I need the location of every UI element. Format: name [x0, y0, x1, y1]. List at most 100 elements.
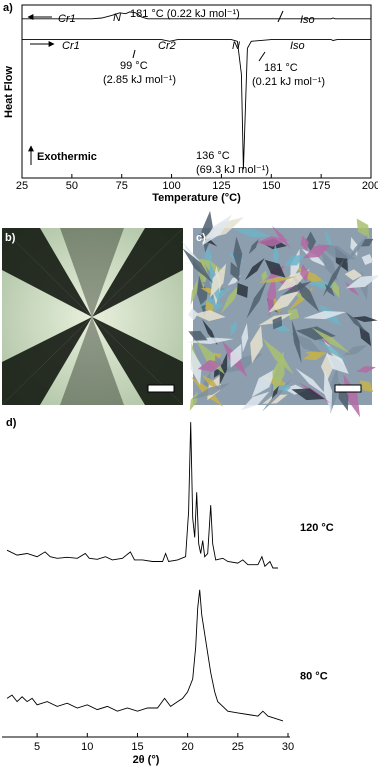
crystal [324, 283, 335, 297]
crystal [344, 269, 363, 281]
crystal [325, 229, 333, 251]
crystal [311, 327, 351, 354]
crystal [272, 316, 283, 330]
crystal [196, 269, 208, 318]
crystal [262, 338, 294, 375]
x-tick-label: 200 [362, 180, 378, 192]
x-tick-label: 100 [162, 180, 180, 192]
annotation: 99 °C [120, 60, 148, 72]
crystal [320, 248, 338, 282]
micrograph-b [2, 228, 183, 405]
crystal [323, 370, 333, 413]
x-tick-label: 5 [34, 741, 40, 753]
annotation: 136 °C [196, 150, 230, 162]
x-tick-label: 20 [182, 741, 194, 753]
x-tick-label: 15 [131, 741, 143, 753]
annotation: (0.21 kJ mol⁻¹) [252, 76, 325, 88]
panel-label: c) [196, 232, 206, 244]
x-tick-label: 150 [262, 180, 280, 192]
crystal [282, 281, 312, 295]
annotation: (69.3 kJ mol⁻¹) [196, 164, 269, 176]
crystal [246, 280, 268, 319]
crystal [287, 308, 300, 320]
crystal [190, 278, 198, 306]
annotation: (2.85 kJ mol⁻¹) [103, 74, 176, 86]
crystal [302, 351, 327, 361]
crystal [303, 245, 331, 259]
crystal [284, 254, 305, 266]
crystal [303, 310, 347, 320]
pointer [132, 49, 136, 59]
crystal [267, 272, 277, 317]
crystal [213, 367, 220, 378]
x-tick-label: 10 [81, 741, 93, 753]
annotation: 181 °C [264, 62, 298, 74]
x-tick-label: 25 [16, 180, 28, 192]
crystal [326, 353, 349, 374]
crystal [241, 323, 249, 353]
x-tick-label: 75 [116, 180, 128, 192]
crystal [345, 311, 367, 333]
panel-label: a) [3, 2, 13, 14]
crystal [187, 308, 199, 321]
x-axis-title: 2θ (°) [133, 754, 160, 766]
micrograph-c [181, 210, 378, 418]
crystal [255, 236, 288, 247]
crystal [240, 391, 270, 411]
crystal [344, 281, 360, 297]
crystal [236, 282, 249, 298]
x-tick-label: 175 [312, 180, 330, 192]
crystal [356, 218, 370, 239]
x-tick-label: 30 [282, 741, 294, 753]
crystal [346, 275, 378, 289]
crystal [215, 355, 221, 367]
crystal [351, 316, 378, 322]
crystal [361, 253, 374, 265]
annotation: N [113, 12, 121, 24]
data-line [6, 589, 284, 722]
crystal [359, 380, 374, 393]
scale-bar [147, 384, 175, 393]
annotation: Iso [300, 14, 315, 26]
crystal [257, 276, 297, 283]
crystal [295, 368, 327, 396]
crystal [271, 385, 279, 399]
crystal [230, 320, 237, 336]
crystal [182, 248, 214, 284]
crystal [201, 214, 233, 246]
crystal [356, 365, 376, 373]
data-line [22, 39, 371, 170]
crystal [188, 330, 208, 341]
pointer [277, 10, 284, 23]
y-axis-title: Heat Flow [3, 66, 15, 118]
crystal [272, 244, 280, 268]
annotation: Cr2 [158, 40, 176, 52]
crystal [250, 325, 263, 364]
crystal [192, 382, 231, 400]
crystal [332, 278, 340, 299]
data-line [6, 422, 278, 569]
crystal [261, 270, 268, 282]
crystal [342, 344, 368, 356]
crystal [220, 281, 243, 314]
annotation: N [232, 40, 240, 52]
crystal [317, 339, 349, 362]
crystal [291, 388, 325, 401]
crystal [272, 350, 285, 396]
crystal [193, 310, 226, 322]
crystal [300, 264, 309, 283]
x-axis-title: Temperature (°C) [152, 192, 241, 204]
annotation: Iso [290, 40, 305, 52]
crystal [189, 391, 198, 411]
crystal [278, 384, 292, 393]
crystal [307, 280, 338, 289]
crystal [248, 238, 259, 255]
scale-bar [334, 384, 362, 393]
crystal [290, 332, 324, 356]
crystal [271, 225, 291, 249]
crystal [345, 234, 369, 264]
crystal [244, 257, 265, 281]
crystal [219, 352, 228, 386]
annotation: 181 °C (0.22 kJ mol⁻¹) [130, 8, 240, 20]
